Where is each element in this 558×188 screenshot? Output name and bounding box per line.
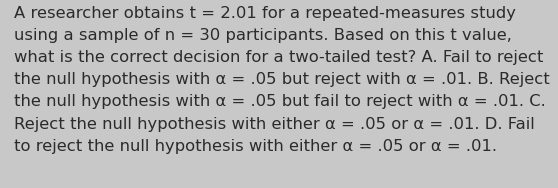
Text: A researcher obtains t = 2.01 for a repeated-measures study
using a sample of n : A researcher obtains t = 2.01 for a repe… [14,6,550,154]
